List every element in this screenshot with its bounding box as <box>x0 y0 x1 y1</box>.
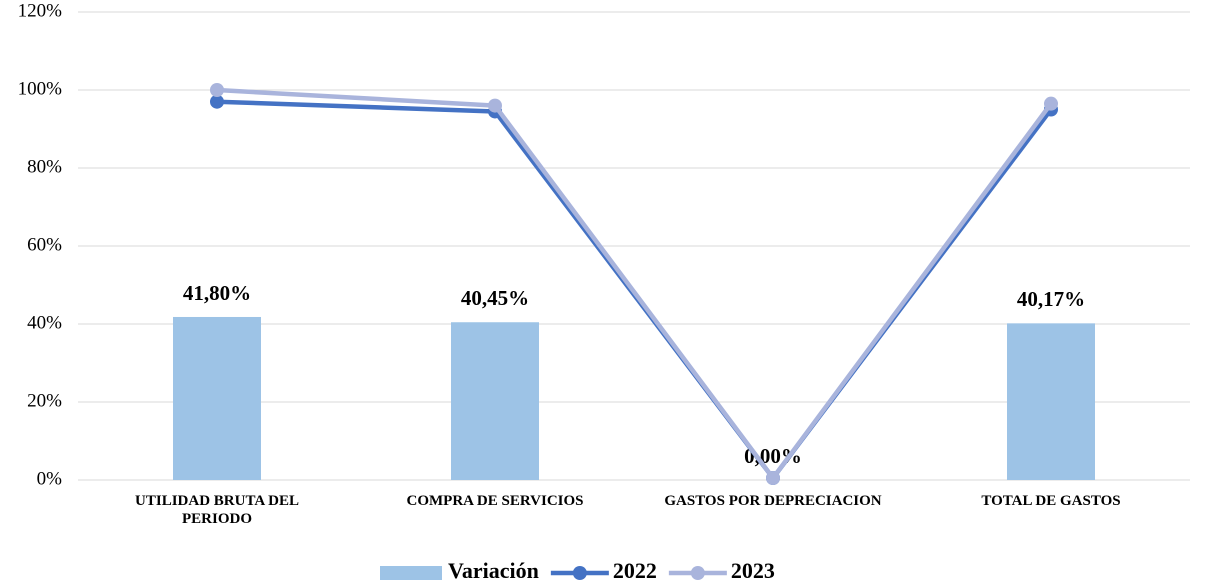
y-tick-label: 20% <box>27 390 62 411</box>
legend-label: Variación <box>448 558 539 583</box>
bar <box>1007 323 1095 480</box>
marker <box>488 98 502 113</box>
legend-marker <box>690 566 705 580</box>
marker <box>766 471 780 486</box>
data-label: 40,45% <box>461 286 529 310</box>
y-tick-label: 40% <box>27 312 62 333</box>
bar <box>173 316 261 480</box>
y-tick-label: 120% <box>18 0 63 21</box>
marker <box>1044 96 1058 111</box>
marker <box>210 83 224 97</box>
x-tick-label: UTILIDAD BRUTA DEL PERIODO <box>135 493 299 527</box>
x-tick-label: TOTAL DE GASTOS <box>981 493 1121 509</box>
legend-label: 2022 <box>613 558 657 583</box>
x-tick-label: COMPRA DE SERVICIOS <box>406 493 584 509</box>
y-tick-label: 100% <box>18 78 63 99</box>
marker <box>210 94 224 109</box>
x-tick-label: GASTOS POR DEPRECIACION <box>664 493 882 509</box>
y-tick-label: 60% <box>27 234 62 255</box>
data-label: 40,17% <box>1017 287 1085 311</box>
legend-swatch <box>380 566 442 580</box>
y-tick-label: 80% <box>27 156 62 177</box>
legend-label: 2023 <box>731 558 775 583</box>
y-tick-label: 0% <box>37 468 63 489</box>
data-label: 41,80% <box>183 281 251 305</box>
line <box>216 87 1053 481</box>
bar <box>451 322 539 480</box>
legend-marker <box>572 566 587 580</box>
